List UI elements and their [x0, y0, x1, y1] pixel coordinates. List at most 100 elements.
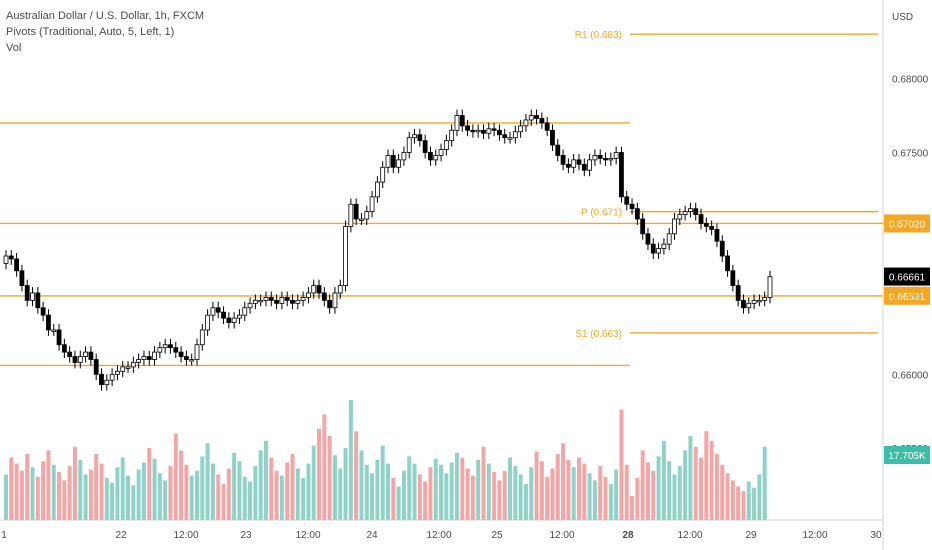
- volume-bar: [736, 486, 741, 520]
- volume-bar: [545, 476, 550, 520]
- volume-bar: [263, 440, 268, 520]
- volume-bar: [645, 462, 650, 520]
- volume-bar: [359, 450, 364, 520]
- candle-body: [714, 228, 720, 242]
- candle-body: [682, 211, 688, 215]
- volume-bar: [587, 473, 592, 520]
- candle-body: [247, 302, 253, 309]
- volume-bar: [253, 466, 258, 520]
- volume-bar: [396, 486, 401, 520]
- volume-bar: [683, 450, 688, 520]
- volume-bar: [752, 487, 757, 520]
- candle-body: [8, 255, 14, 260]
- time-tick-label: 24: [366, 530, 378, 541]
- candle-body: [481, 129, 486, 134]
- volume-bar: [534, 451, 539, 520]
- candle-body: [576, 159, 582, 165]
- candle-body: [24, 285, 30, 301]
- volume-bar: [221, 484, 226, 520]
- candle-body: [173, 347, 179, 353]
- candle-body: [608, 157, 614, 161]
- candle-body: [433, 155, 439, 161]
- volume-bar: [290, 454, 295, 520]
- volume-bar: [725, 473, 730, 520]
- volume-bar: [640, 450, 645, 520]
- candle-body: [539, 118, 545, 124]
- volume-bar: [550, 468, 555, 520]
- candle-body: [242, 307, 248, 316]
- candle-body: [756, 299, 762, 303]
- time-tick-label: 12:00: [677, 530, 702, 541]
- time-tick-label: 28: [622, 530, 634, 541]
- candle-body: [677, 214, 683, 220]
- candle-body: [443, 140, 449, 150]
- candle-body: [597, 155, 603, 159]
- candle-body: [157, 347, 163, 353]
- candle-body: [115, 370, 120, 375]
- volume-bar: [306, 463, 311, 520]
- symbol-title[interactable]: Australian Dollar / U.S. Dollar, 1h, FXC…: [6, 10, 205, 22]
- volume-bar: [757, 474, 762, 520]
- candle-body: [491, 128, 497, 131]
- volume-bar: [746, 481, 751, 520]
- candle-body: [449, 129, 455, 142]
- volume-bar: [173, 433, 178, 520]
- candle-body: [486, 128, 492, 134]
- candle-body: [295, 299, 301, 304]
- volume-bar: [242, 476, 247, 520]
- candle-body: [438, 149, 444, 156]
- volume-bar: [110, 482, 115, 520]
- candle-body: [428, 152, 433, 161]
- candles: [3, 109, 773, 391]
- candle-body: [709, 226, 715, 230]
- candle-body: [459, 115, 465, 127]
- volume-bar: [539, 461, 544, 520]
- time-tick-label: 12:00: [173, 530, 198, 541]
- volume-bar: [651, 470, 656, 520]
- candle-body: [518, 125, 524, 133]
- time-tick-label: 12:00: [549, 530, 574, 541]
- candle-body: [226, 317, 232, 323]
- volume-bar: [51, 464, 56, 520]
- volume-bar: [157, 473, 162, 520]
- volume-badge-bg: [884, 446, 930, 464]
- volume-bar: [184, 464, 189, 520]
- time-axis: 1 22 12:00 23 12:00 24 12:00 25 12:00 28 12:00 29 12…: [1, 530, 882, 541]
- volume-bar: [529, 467, 534, 520]
- pivot-label: R1 (0.683): [575, 30, 622, 41]
- candle-body: [252, 299, 258, 304]
- candle-body: [136, 359, 142, 363]
- candle-body: [210, 307, 216, 316]
- volume-bar: [338, 468, 343, 520]
- volume-bar: [704, 431, 709, 520]
- volume-bar: [523, 484, 528, 520]
- candle-body: [661, 243, 667, 250]
- volume-bar: [619, 409, 624, 520]
- candle-body: [364, 211, 370, 220]
- volume-bar: [465, 468, 470, 520]
- volume-bar: [216, 474, 221, 520]
- candle-body: [88, 351, 94, 360]
- price-tick-label: 0.68000: [892, 75, 929, 86]
- volume-bar: [248, 481, 253, 520]
- volume-bar: [19, 470, 24, 520]
- candle-body: [672, 218, 677, 235]
- volume-indicator-label[interactable]: Vol: [6, 42, 22, 54]
- candle-body: [183, 356, 189, 360]
- candle-body: [51, 329, 57, 332]
- candle-body: [231, 317, 237, 323]
- volume-bar: [375, 460, 380, 520]
- candle-body: [109, 373, 115, 381]
- volume-bar: [4, 474, 8, 520]
- pivot-lines: R1 (0.683) P (0.671) S1 (0.663): [0, 30, 883, 367]
- candle-body: [555, 144, 561, 156]
- volume-bar: [460, 457, 465, 520]
- candle-body: [592, 155, 598, 161]
- candle-body: [640, 218, 646, 235]
- time-tick-label: 30: [870, 530, 882, 541]
- volume-bar: [380, 445, 385, 520]
- candle-body: [703, 223, 709, 227]
- pivots-indicator-label[interactable]: Pivots (Traditional, Auto, 5, Left, 1): [6, 26, 175, 38]
- candle-body: [502, 134, 508, 139]
